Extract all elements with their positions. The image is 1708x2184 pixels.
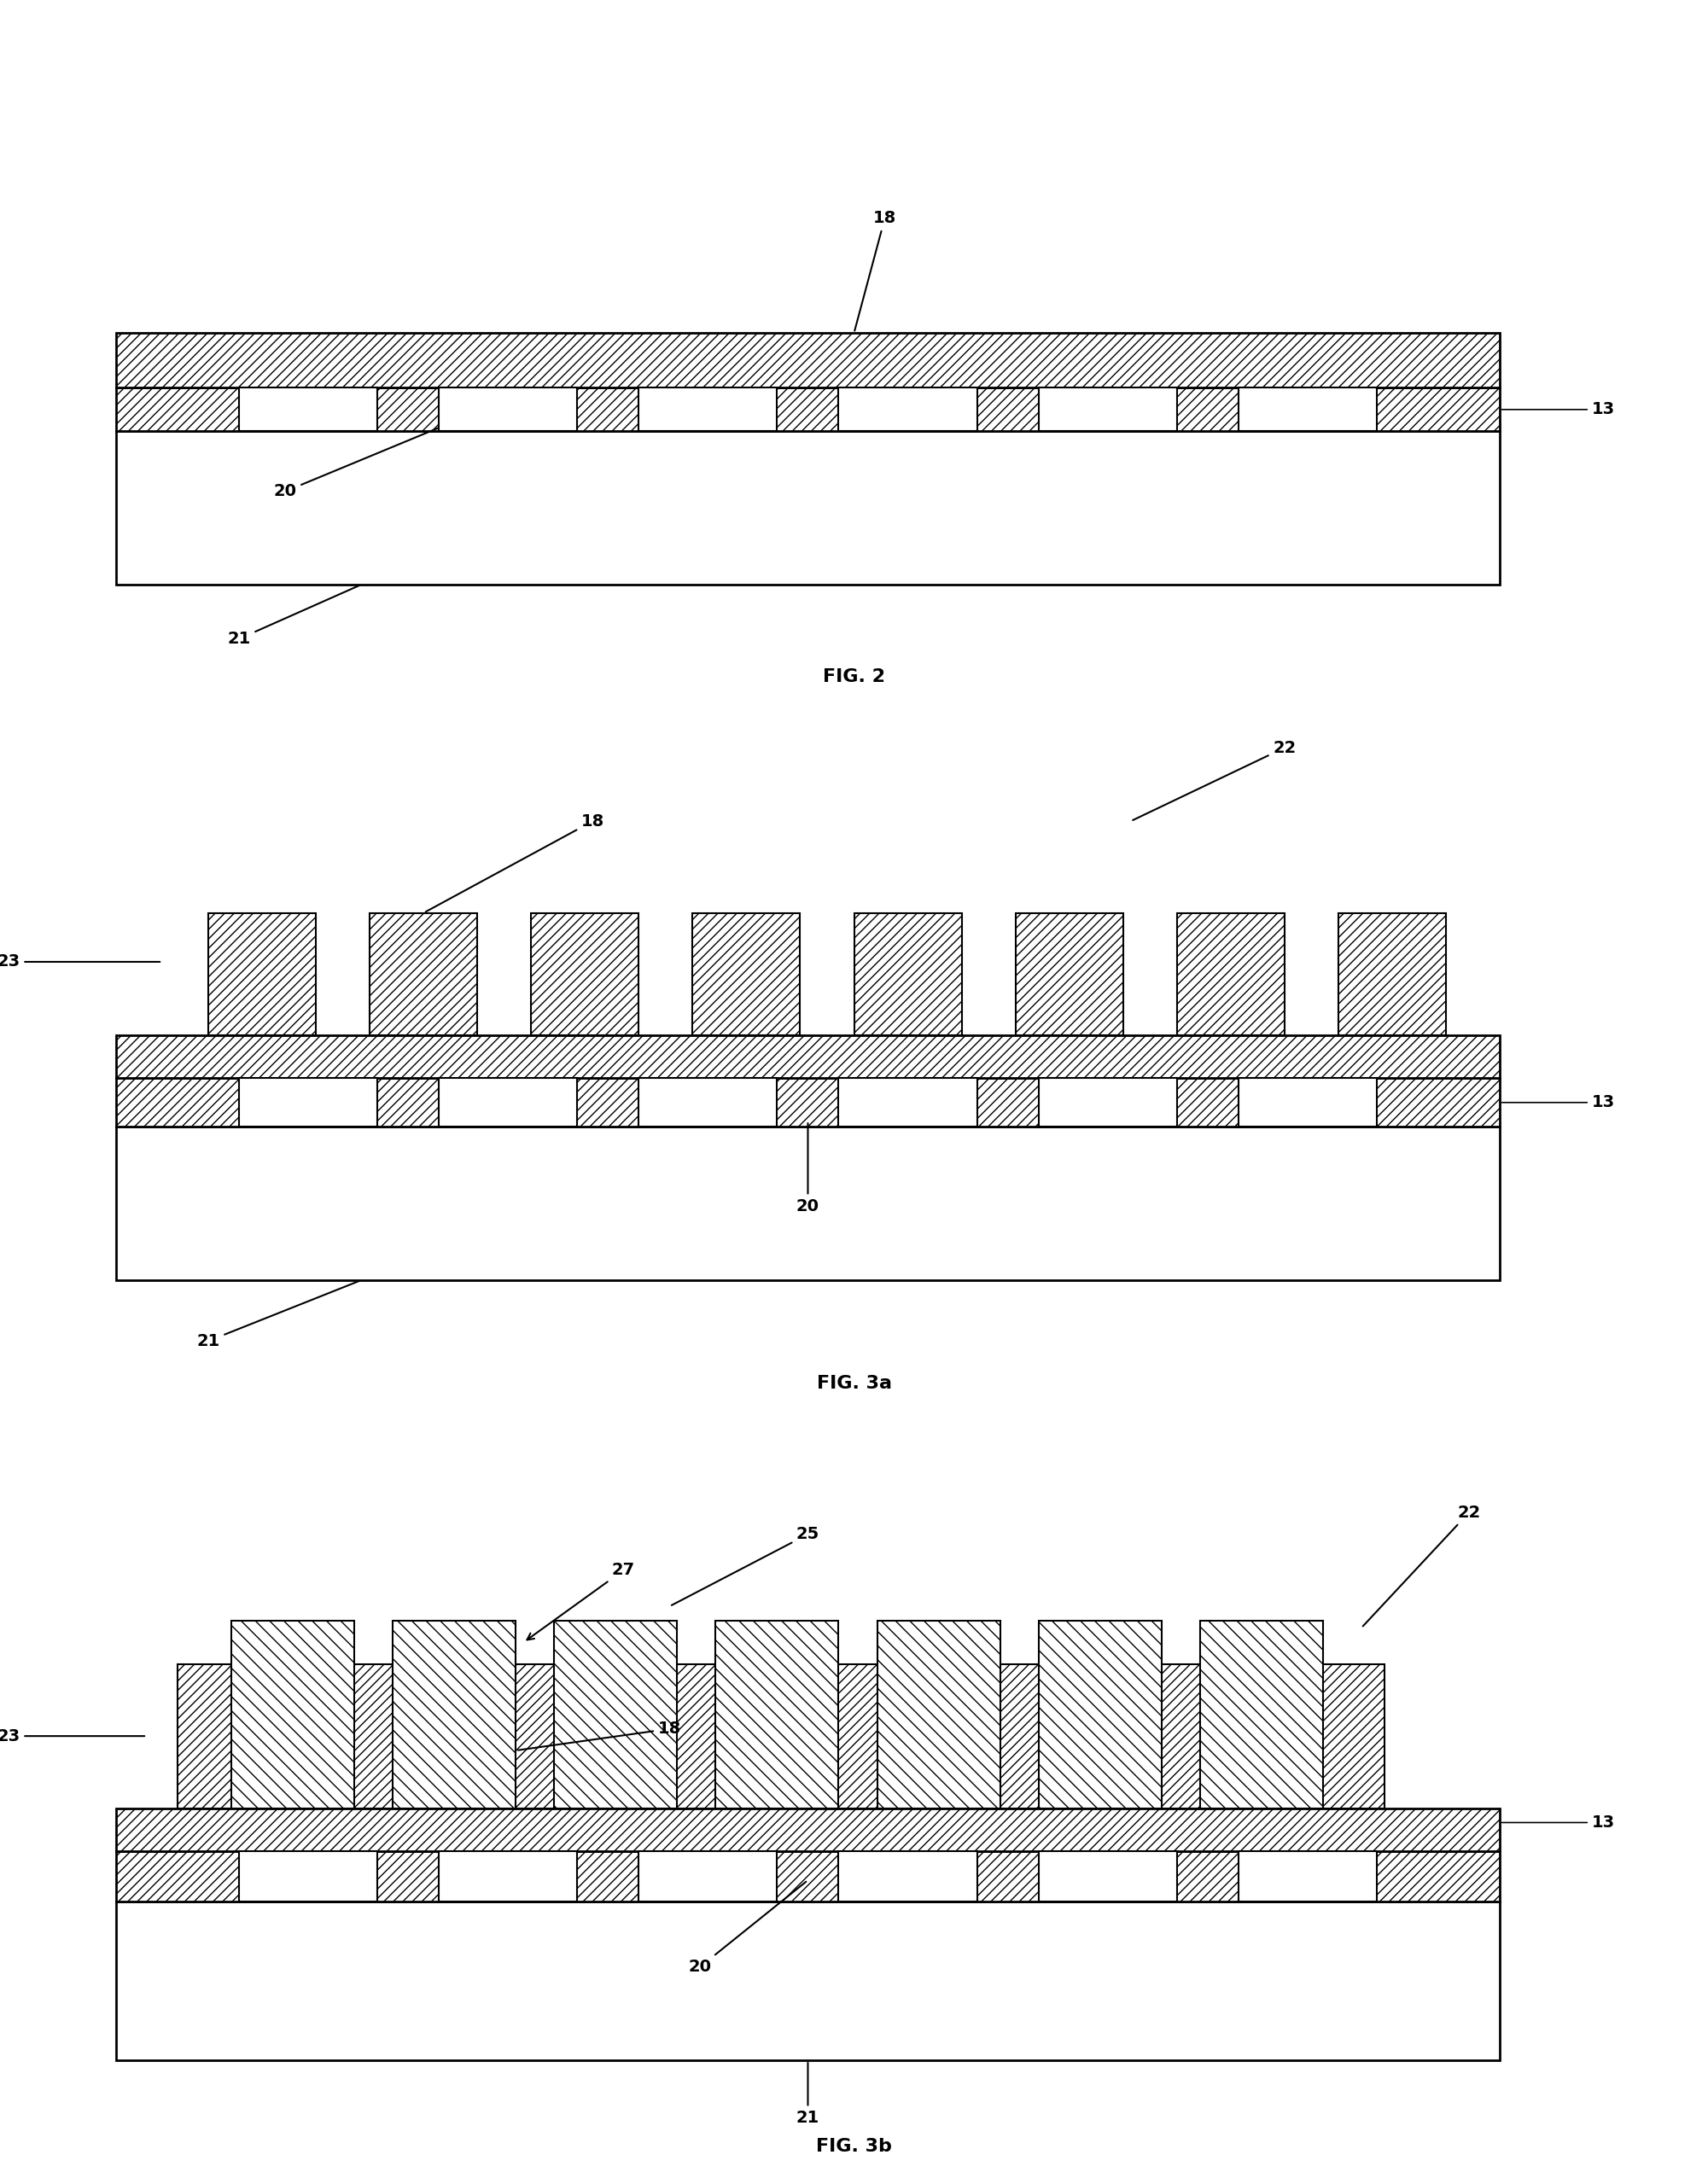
Bar — [1177, 913, 1284, 1035]
Bar — [116, 332, 1500, 387]
Bar — [531, 913, 639, 1035]
Bar — [663, 1664, 740, 1808]
Text: 27: 27 — [528, 1562, 635, 1640]
Text: 22: 22 — [1363, 1505, 1481, 1627]
Text: 18: 18 — [854, 210, 897, 330]
Text: 20: 20 — [688, 1883, 806, 1974]
Text: 23: 23 — [0, 954, 161, 970]
Bar — [116, 1079, 1500, 1127]
Bar — [116, 1035, 1500, 1079]
Text: 21: 21 — [227, 585, 360, 646]
Text: FIG. 3a: FIG. 3a — [816, 1376, 892, 1393]
Bar — [1038, 389, 1177, 432]
Bar — [239, 1079, 377, 1127]
Bar — [1238, 389, 1377, 432]
Text: 21: 21 — [196, 1280, 360, 1350]
Text: 13: 13 — [1501, 402, 1616, 417]
Bar — [878, 1621, 1001, 1808]
Bar — [1038, 1621, 1161, 1808]
Bar — [208, 913, 316, 1035]
Text: 23: 23 — [0, 1728, 145, 1745]
Bar — [854, 913, 962, 1035]
Bar — [555, 1621, 678, 1808]
Bar — [239, 389, 377, 432]
Bar — [1146, 1664, 1223, 1808]
Text: 18: 18 — [518, 1721, 681, 1749]
Bar — [984, 1664, 1062, 1808]
Bar — [693, 913, 799, 1035]
Text: 18: 18 — [425, 812, 605, 911]
Text: 13: 13 — [1501, 1094, 1616, 1112]
Text: 13: 13 — [1501, 1815, 1616, 1830]
Bar — [1201, 1621, 1324, 1808]
Bar — [1238, 1079, 1377, 1127]
Bar — [371, 913, 478, 1035]
Bar — [1339, 913, 1447, 1035]
Bar — [178, 1664, 254, 1808]
Text: FIG. 3b: FIG. 3b — [816, 2138, 892, 2156]
Bar — [340, 1664, 417, 1808]
Bar — [500, 1664, 577, 1808]
Bar — [1308, 1664, 1385, 1808]
Bar — [839, 1852, 977, 1902]
Bar — [116, 1808, 1500, 1852]
Text: 20: 20 — [796, 1123, 820, 1214]
Bar — [116, 1902, 1500, 2060]
Bar — [439, 1079, 577, 1127]
Bar — [116, 432, 1500, 583]
Bar — [839, 1079, 977, 1127]
Text: 20: 20 — [273, 415, 468, 500]
Bar — [1238, 1852, 1377, 1902]
Bar — [393, 1621, 516, 1808]
Bar — [823, 1664, 900, 1808]
Bar — [116, 1127, 1500, 1280]
Text: FIG. 2: FIG. 2 — [823, 668, 885, 686]
Bar — [439, 1852, 577, 1902]
Bar — [239, 1852, 377, 1902]
Text: 21: 21 — [796, 2062, 820, 2127]
Bar — [839, 389, 977, 432]
Bar — [716, 1621, 839, 1808]
Bar — [232, 1621, 355, 1808]
Bar — [116, 1852, 1500, 1902]
Bar — [116, 389, 1500, 432]
Bar — [639, 1079, 777, 1127]
Text: 25: 25 — [671, 1527, 820, 1605]
Text: 22: 22 — [1132, 740, 1296, 821]
Bar — [1038, 1079, 1177, 1127]
Bar — [1015, 913, 1124, 1035]
Bar — [639, 389, 777, 432]
Bar — [639, 1852, 777, 1902]
Bar — [1038, 1852, 1177, 1902]
Bar — [439, 389, 577, 432]
